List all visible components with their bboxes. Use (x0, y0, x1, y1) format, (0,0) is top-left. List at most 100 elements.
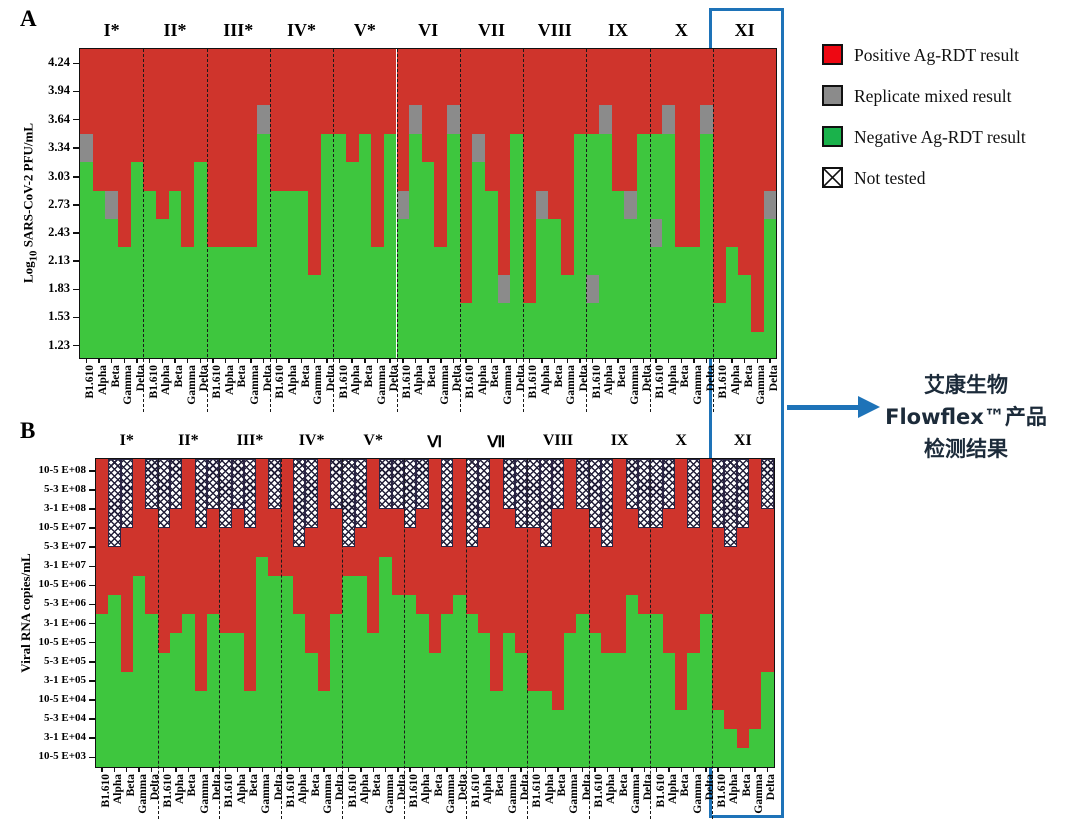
bar-negative-segment (738, 275, 751, 358)
panel-a-group-header: IX (608, 20, 629, 40)
legend-not-tested-swatch-icon (822, 167, 843, 188)
bar-not-tested-segment (539, 459, 552, 548)
bar-not-tested-segment (354, 459, 368, 528)
bar-negative-segment (130, 161, 144, 358)
bar-negative-segment (243, 690, 257, 767)
bar-negative-segment (379, 557, 392, 767)
panel-b-group-header: X (675, 432, 687, 449)
x-tick-mark (544, 767, 547, 772)
x-tick-mark (414, 358, 417, 363)
y-tick-mark (73, 204, 80, 206)
y-tick-mark (73, 118, 80, 121)
bar-positive-segment (675, 459, 688, 767)
x-tick-mark (372, 767, 374, 772)
x-tick-mark (101, 767, 103, 772)
y-tick-mark (73, 344, 80, 347)
bar-not-tested-segment (379, 459, 392, 509)
bar-not-tested-segment (206, 459, 220, 509)
bar-negative-segment (96, 614, 109, 767)
bar-positive-segment (712, 459, 725, 767)
y-tick-mark (89, 489, 96, 491)
bar-mixed-segment (662, 105, 676, 134)
bar-negative-segment (396, 218, 410, 358)
panel-a-group-header: X (674, 20, 688, 40)
bar-mixed-segment (105, 190, 118, 219)
x-tick-mark (186, 358, 189, 363)
bar-negative-segment (472, 161, 486, 358)
x-tick-mark (446, 767, 448, 772)
x-tick-mark (717, 767, 719, 772)
x-tick-mark (756, 358, 758, 363)
bar-negative-segment (687, 652, 700, 767)
panel-a-group-header: VIII (537, 20, 572, 40)
bar-negative-segment (206, 247, 220, 358)
bar-positive-segment (748, 459, 762, 767)
x-tick-mark (618, 767, 621, 772)
bar-negative-segment (700, 133, 713, 358)
bar-positive-segment (317, 459, 331, 767)
panel-a-group-header: VII (477, 20, 505, 40)
bar-negative-segment (588, 633, 602, 767)
bar-negative-segment (637, 133, 650, 358)
x-tick-mark (138, 767, 140, 772)
legend-red-swatch-icon (822, 44, 843, 65)
x-tick-mark (566, 358, 569, 363)
bar-positive-segment (490, 459, 503, 767)
legend-item-label: Not tested (854, 168, 926, 188)
y-tick-label: 3-1 E+06 (43, 616, 86, 629)
panel-b-group-header: II* (178, 432, 199, 449)
bar-not-tested-segment (551, 459, 565, 509)
bar-negative-segment (539, 690, 552, 767)
x-tick-mark (298, 767, 300, 772)
x-tick-mark (136, 358, 138, 363)
x-tick-mark (718, 358, 721, 363)
x-tick-mark (200, 767, 202, 772)
x-tick-mark (581, 767, 584, 772)
x-tick-mark (85, 358, 88, 363)
bar-negative-segment (108, 595, 121, 767)
y-tick-label: 10-5 E+08 (38, 463, 86, 476)
bar-not-tested-segment (416, 459, 429, 509)
x-tick-mark (579, 358, 581, 363)
x-tick-mark (175, 767, 177, 772)
bar-negative-segment (257, 133, 270, 358)
bar-negative-segment (428, 652, 441, 767)
bar-positive-segment (194, 459, 207, 767)
y-tick-label: 5-3 E+08 (43, 482, 86, 495)
bar-negative-segment (624, 218, 638, 358)
bar-negative-segment (206, 614, 220, 767)
x-tick-mark (631, 767, 633, 772)
y-tick-mark (89, 622, 96, 625)
bar-negative-segment (295, 190, 308, 358)
x-tick-mark (150, 767, 153, 772)
bar-negative-segment (105, 218, 118, 358)
x-tick-mark (604, 358, 607, 363)
x-tick-mark (174, 358, 176, 363)
x-tick-mark (743, 358, 746, 363)
bar-not-tested-segment (169, 459, 183, 509)
bar-negative-segment (169, 633, 183, 767)
bar-mixed-segment (409, 105, 422, 134)
x-tick-mark (389, 358, 391, 363)
legend-item-label: Negative Ag-RDT result (854, 127, 1026, 147)
y-tick-label: 5-3 E+07 (43, 540, 86, 553)
bar-negative-segment (523, 303, 536, 358)
group-separator (588, 459, 590, 819)
x-tick-mark (440, 358, 442, 363)
bar-negative-segment (383, 133, 397, 358)
x-tick-mark (300, 358, 303, 363)
arrow-head-icon (858, 396, 880, 418)
x-tick-mark (554, 358, 556, 363)
x-tick-mark (766, 767, 769, 772)
x-tick-mark (680, 358, 683, 363)
y-tick-label: 10-5 E+04 (38, 692, 86, 705)
x-tick-mark (508, 767, 510, 772)
bar-mixed-segment (700, 105, 713, 134)
group-separator (459, 49, 461, 412)
x-tick-mark (528, 358, 531, 363)
y-tick-mark (73, 176, 80, 178)
y-tick-label: 3-1 E+04 (43, 731, 86, 744)
bar-mixed-segment (472, 133, 486, 162)
bar-positive-segment (551, 459, 565, 767)
x-tick-mark (212, 358, 214, 363)
